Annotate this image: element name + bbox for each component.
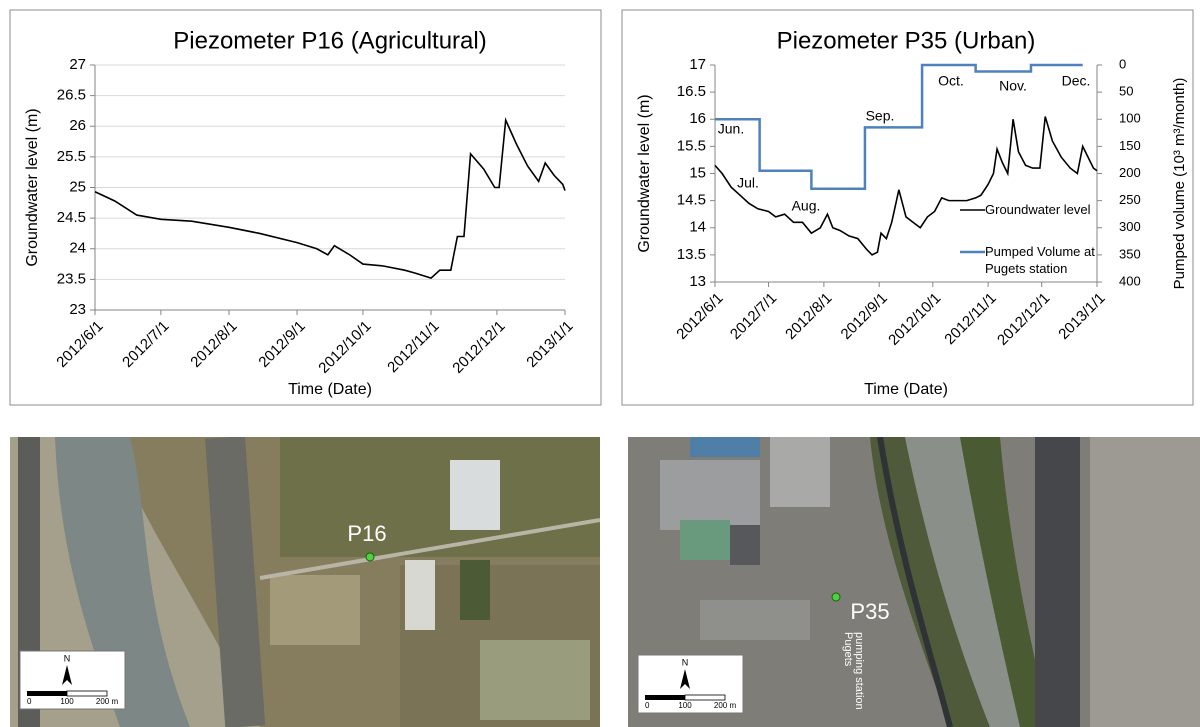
scale-label: 0 bbox=[27, 697, 32, 706]
y-tick-label: 23.5 bbox=[57, 270, 86, 287]
legend-item: Pumped Volume at Pugets station bbox=[985, 244, 1095, 276]
month-annotation: Nov. bbox=[999, 78, 1027, 94]
data-line bbox=[714, 116, 1098, 256]
x-axis-title: Time (Date) bbox=[864, 381, 948, 398]
y2-tick-label: 350 bbox=[1119, 246, 1141, 261]
piezometer-marker bbox=[365, 552, 375, 562]
scale-box bbox=[19, 650, 126, 710]
y-tick-label: 14 bbox=[689, 219, 706, 236]
scale-label: 100 bbox=[678, 701, 692, 710]
scale-bar bbox=[645, 695, 685, 700]
y-tick-label: 24.5 bbox=[57, 209, 86, 226]
y-tick-label: 15 bbox=[689, 164, 706, 181]
y2-tick-label: 150 bbox=[1119, 138, 1141, 153]
legend-item: Groundwater level bbox=[985, 202, 1091, 217]
y-tick-label: 26 bbox=[69, 117, 86, 134]
chart-frame bbox=[9, 9, 602, 406]
north-arrow bbox=[62, 665, 72, 685]
y-tick-label: 25 bbox=[69, 178, 86, 195]
north-label: N bbox=[682, 657, 689, 667]
scale-bar bbox=[684, 694, 726, 701]
y2-tick-label: 0 bbox=[1119, 56, 1126, 71]
y2-axis-title: Pumped volume (10³ m³/month) bbox=[1171, 78, 1188, 290]
station-label: pumping station bbox=[853, 632, 865, 710]
scale-label: 200 m bbox=[96, 697, 119, 706]
y-tick-label: 14.5 bbox=[677, 192, 706, 209]
y-axis-title: Groundwater level (m) bbox=[24, 108, 41, 266]
scale-label: 100 bbox=[60, 697, 74, 706]
scale-bar bbox=[66, 690, 108, 697]
scale-box bbox=[637, 654, 744, 714]
station-label: Pugets bbox=[842, 632, 854, 667]
y2-tick-label: 100 bbox=[1119, 111, 1141, 126]
step-line bbox=[715, 63, 1083, 190]
y2-tick-label: 200 bbox=[1119, 165, 1141, 180]
month-annotation: Dec. bbox=[1062, 73, 1091, 89]
y-tick-label: 27 bbox=[69, 56, 86, 73]
x-axis-title: Time (Date) bbox=[288, 381, 372, 398]
scale-label: 0 bbox=[645, 701, 650, 710]
y-tick-label: 15.5 bbox=[677, 137, 706, 154]
piezometer-label: P35 bbox=[850, 599, 889, 624]
month-annotation: Oct. bbox=[938, 73, 964, 89]
y2-tick-label: 300 bbox=[1119, 219, 1141, 234]
y2-tick-label: 50 bbox=[1119, 84, 1133, 99]
scale-label: 200 m bbox=[714, 701, 737, 710]
month-annotation: Jul. bbox=[737, 175, 759, 191]
piezometer-label: P16 bbox=[347, 521, 386, 546]
scale-bar bbox=[27, 691, 67, 696]
y-tick-label: 23 bbox=[69, 301, 86, 318]
y-tick-label: 13.5 bbox=[677, 246, 706, 263]
y-tick-label: 26.5 bbox=[57, 87, 86, 104]
y-tick-label: 13 bbox=[689, 273, 706, 290]
y-axis-title: Groundwater level (m) bbox=[636, 94, 653, 252]
chart-title: Piezometer P35 (Urban) bbox=[777, 27, 1036, 54]
legend-label: Pumped Volume at Pugets station bbox=[985, 244, 1095, 276]
y-tick-label: 16.5 bbox=[677, 83, 706, 100]
y-tick-label: 17 bbox=[689, 56, 706, 73]
y2-tick-label: 250 bbox=[1119, 192, 1141, 207]
legend-label: Groundwater level bbox=[985, 202, 1091, 217]
chart-title: Piezometer P16 (Agricultural) bbox=[173, 27, 486, 54]
north-label: N bbox=[64, 653, 71, 663]
y-tick-label: 24 bbox=[69, 240, 86, 257]
piezometer-marker bbox=[831, 592, 841, 602]
data-line bbox=[94, 117, 566, 280]
month-annotation: Aug. bbox=[792, 198, 821, 214]
month-annotation: Jun. bbox=[718, 121, 744, 137]
y-tick-label: 16 bbox=[689, 110, 706, 127]
y2-tick-label: 400 bbox=[1119, 273, 1141, 288]
north-arrow bbox=[680, 669, 690, 689]
chart-frame bbox=[621, 9, 1194, 406]
month-annotation: Sep. bbox=[866, 108, 895, 124]
y-tick-label: 25.5 bbox=[57, 148, 86, 165]
